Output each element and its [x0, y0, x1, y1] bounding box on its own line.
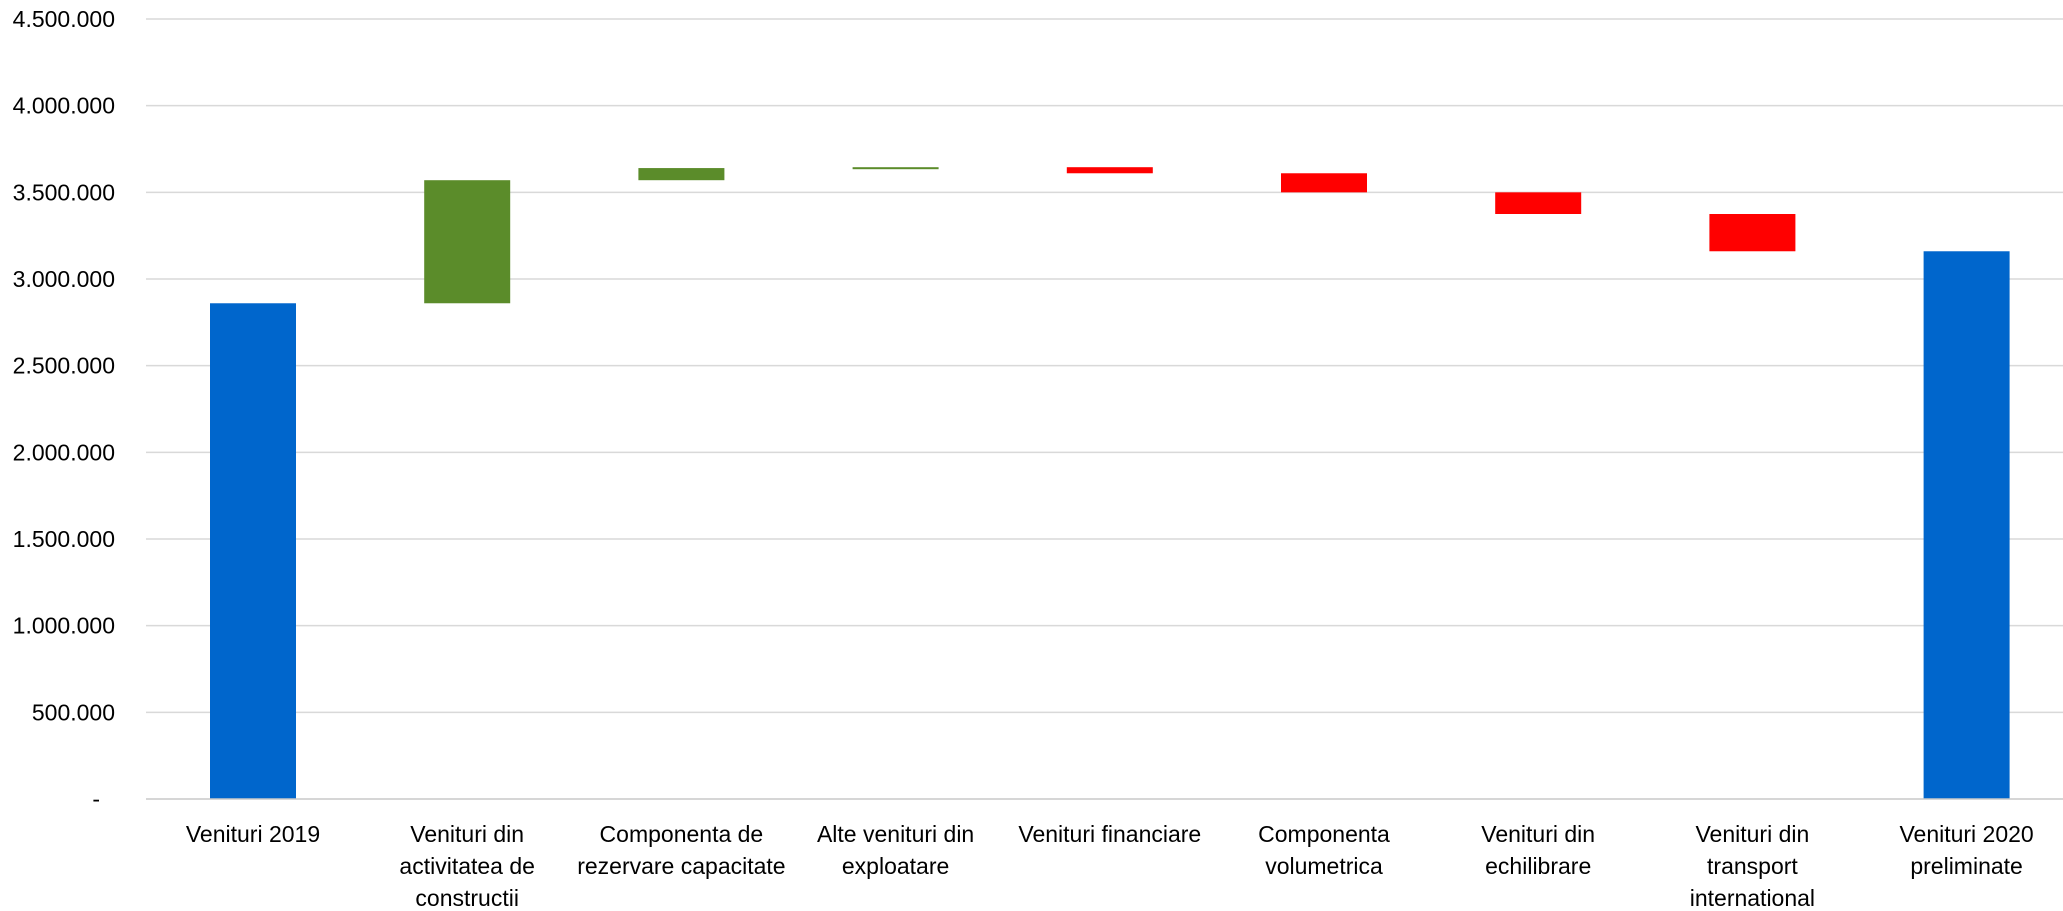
x-tick-label-line: Venituri din: [1695, 821, 1809, 847]
y-tick-label: 2.000.000: [13, 439, 115, 465]
x-tick-label: Componenta de rezervare capacitate: [577, 821, 785, 879]
bars: [210, 167, 2010, 799]
y-tick-label: -: [92, 786, 100, 812]
x-tick-label-line: rezervare capacitate: [577, 853, 785, 879]
x-tick-label: Venituri financiare: [1018, 821, 1201, 847]
x-tick-label: Venituri din echilibrare: [1481, 821, 1595, 879]
bar-total: [1923, 251, 2010, 799]
x-tick-label-line: preliminate: [1910, 853, 2023, 879]
bar-decrease: [1281, 173, 1367, 193]
y-tick-label: 3.000.000: [13, 266, 115, 292]
x-tick-label-line: Venituri 2019: [186, 821, 320, 847]
x-tick-label: Venituri din activitatea de constructii: [399, 821, 535, 911]
bar-total: [210, 303, 296, 799]
x-tick-label: Componenta volumetrica: [1258, 821, 1390, 879]
x-tick-label-line: Componenta de: [600, 821, 764, 847]
x-tick-label-line: Venituri din: [1481, 821, 1595, 847]
x-tick-label-line: Componenta: [1258, 821, 1390, 847]
x-tick-label-line: Venituri 2020: [1899, 821, 2033, 847]
x-tick-label-line: international: [1690, 885, 1815, 911]
grid-lines: [146, 18, 2063, 714]
x-axis-tick-labels: Venituri 2019 Venituri din activitatea de c…: [186, 821, 2034, 911]
y-tick-label: 4.000.000: [13, 93, 115, 119]
x-tick-label-line: Venituri din: [410, 821, 524, 847]
bar-decrease: [1709, 214, 1796, 252]
x-tick-label: Venituri 2019: [186, 821, 320, 847]
y-tick-label: 1.000.000: [13, 613, 115, 639]
x-tick-label: Venituri 2020 preliminate: [1899, 821, 2033, 879]
x-tick-label-line: Alte venituri din: [817, 821, 974, 847]
x-tick-label-line: echilibrare: [1485, 853, 1591, 879]
y-tick-label: 500.000: [32, 699, 115, 725]
x-tick-label-line: exploatare: [842, 853, 949, 879]
bar-increase: [638, 168, 725, 181]
x-tick-label: Venituri din transport international: [1690, 821, 1815, 911]
x-tick-label-line: Venituri financiare: [1018, 821, 1201, 847]
y-tick-label: 4.500.000: [13, 6, 115, 32]
y-tick-label: 1.500.000: [13, 526, 115, 552]
y-tick-label: 2.500.000: [13, 353, 115, 379]
y-tick-label: 3.500.000: [13, 179, 115, 205]
x-tick-label: Alte venituri din exploatare: [817, 821, 974, 879]
x-tick-label-line: activitatea de: [399, 853, 535, 879]
x-tick-label-line: constructii: [415, 885, 519, 911]
y-axis-tick-labels: - 500.000 1.000.000 1.500.000 2.000.000 2.500…: [13, 6, 115, 812]
bar-increase: [852, 167, 939, 170]
bar-decrease: [1066, 167, 1153, 174]
bar-decrease: [1495, 192, 1582, 214]
x-tick-label-line: transport: [1707, 853, 1798, 879]
x-tick-label-line: volumetrica: [1265, 853, 1383, 879]
bar-increase: [424, 180, 511, 304]
